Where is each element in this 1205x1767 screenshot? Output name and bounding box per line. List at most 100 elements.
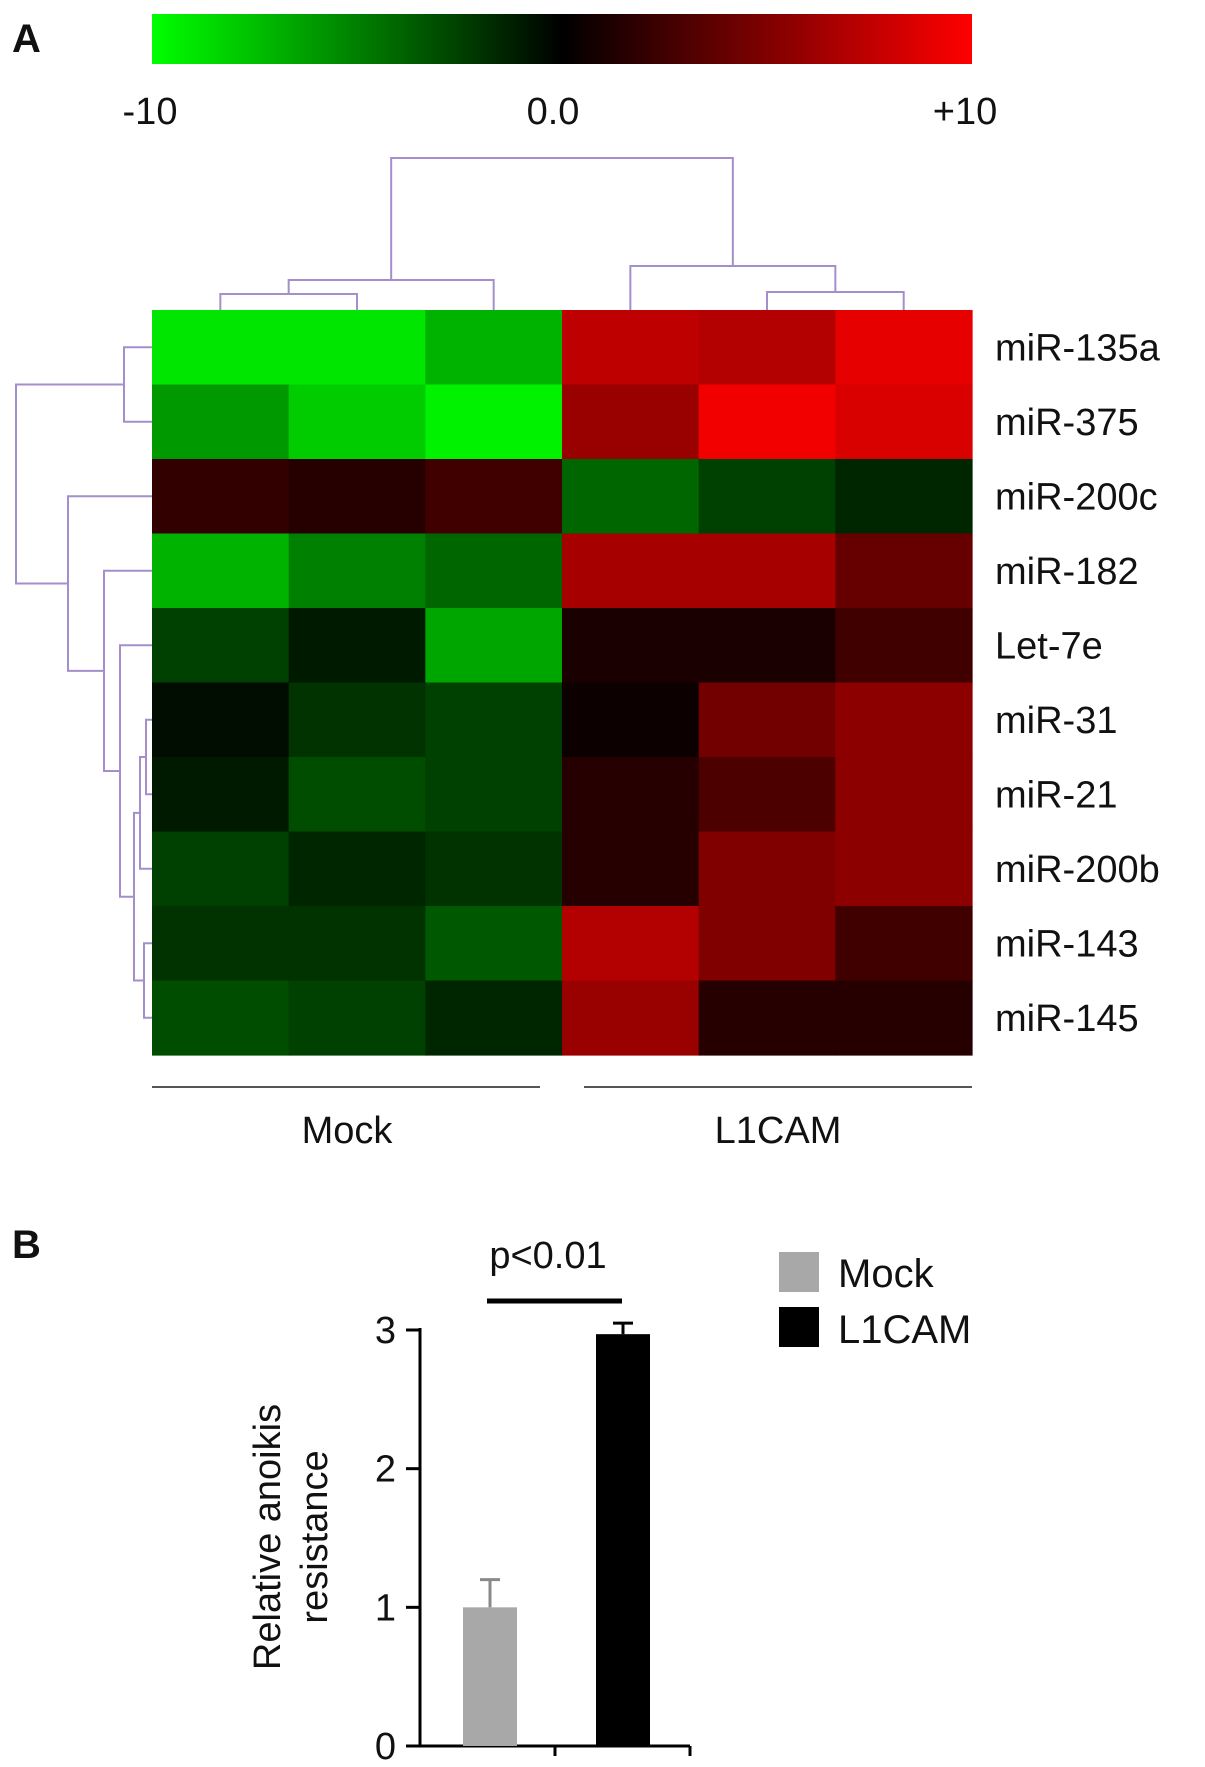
heatmap-cell [562,906,700,982]
dendrogram-branch [629,265,837,310]
heatmap-cell [835,384,973,460]
heatmap-cell [425,533,563,609]
dendrogram-branch [219,293,359,310]
row-label: miR-375 [995,402,1139,444]
dendrogram-branch [390,157,734,280]
heatmap-cell [425,459,563,535]
heatmap-cell [835,831,973,907]
heatmap-cell [288,980,426,1056]
heatmap-cell [562,459,700,535]
y-axis-ticks: 0 1 2 3 [375,1310,692,1767]
heatmap-cell [425,757,563,833]
heatmap-cell [698,384,836,460]
heatmap-cell [288,310,426,386]
row-label: miR-143 [995,923,1139,965]
heatmap-cell [425,608,563,684]
row-label: miR-21 [995,774,1117,816]
heatmap-cell [152,682,290,758]
heatmap-cell [835,906,973,982]
bar-l1cam [596,1334,650,1746]
legend-label-l1cam: L1CAM [838,1308,971,1352]
heatmap-cell [698,608,836,684]
heatmap-cell [835,310,973,386]
heatmap-cell [425,682,563,758]
row-label: miR-200c [995,476,1158,518]
heatmap-cell [152,384,290,460]
dendrogram-branch [15,383,124,585]
y-tick-label: 3 [375,1310,396,1352]
y-tick-label: 1 [375,1587,396,1629]
row-labels: miR-135a miR-375 miR-200c miR-182 Let-7e miR-… [995,327,1161,1040]
heatmap-cell [698,980,836,1056]
row-label: miR-200b [995,849,1160,891]
color-scale-bar [152,14,972,64]
heatmap-cell [562,682,700,758]
heatmap-cell [562,980,700,1056]
heatmap-cell [425,906,563,982]
row-label: miR-31 [995,700,1117,742]
heatmap-cell [562,831,700,907]
heatmap-cell [698,757,836,833]
y-tick-label: 0 [375,1726,396,1767]
l1cam-group-label: L1CAM [715,1110,842,1152]
heatmap-cell [698,831,836,907]
heatmap-cell [835,757,973,833]
heatmap-cell [425,980,563,1056]
row-dendrogram [15,346,152,1019]
panel-a-letter: A [12,17,41,61]
scale-tick-mid: 0.0 [527,91,580,133]
heatmap-cell [152,459,290,535]
heatmap-cell [288,533,426,609]
legend-swatch-mock [779,1252,819,1292]
heatmap-cell [698,682,836,758]
heatmap-cell [288,906,426,982]
heatmap-cell [698,459,836,535]
heatmap-cell [835,533,973,609]
heatmap-cell [288,682,426,758]
y-axis-title-line2: resistance [294,1450,336,1623]
heatmap-cell [152,533,290,609]
heatmap-cell [835,608,973,684]
p-value-label: p<0.01 [489,1235,606,1277]
row-label: miR-182 [995,551,1139,593]
heatmap-cell [562,310,700,386]
row-label: miR-145 [995,998,1139,1040]
dendrogram-branch [145,718,152,796]
scale-tick-max: +10 [933,91,997,133]
column-dendrogram [219,157,905,310]
heatmap-cell [152,906,290,982]
y-tick-label: 2 [375,1449,396,1491]
heatmap-cell [835,682,973,758]
bar-mock [463,1607,517,1746]
heatmap-cell [562,384,700,460]
heatmap-grid [152,310,973,1056]
heatmap-cell [562,533,700,609]
heatmap-cell [698,310,836,386]
bar-series [463,1321,650,1746]
heatmap-cell [698,533,836,609]
heatmap-cell [288,459,426,535]
dendrogram-branch [143,942,152,1019]
heatmap-cell [425,831,563,907]
heatmap-cell [425,310,563,386]
heatmap-cell [698,906,836,982]
heatmap-cell [562,608,700,684]
heatmap-cell [288,608,426,684]
dendrogram-branch [123,346,152,423]
scale-tick-min: -10 [123,91,178,133]
legend-swatch-l1cam [779,1307,819,1347]
heatmap-cell [835,980,973,1056]
dendrogram-branch [119,644,152,898]
heatmap-cell [562,757,700,833]
heatmap-cell [152,310,290,386]
legend-label-mock: Mock [838,1252,935,1296]
heatmap-cell [152,831,290,907]
heatmap-cell [152,757,290,833]
heatmap-cell [425,384,563,460]
heatmap-cell [152,608,290,684]
row-label: miR-135a [995,327,1161,369]
heatmap-cell [288,384,426,460]
y-axis-title-line1: Relative anoikis [247,1404,289,1670]
dendrogram-branch [766,291,905,310]
